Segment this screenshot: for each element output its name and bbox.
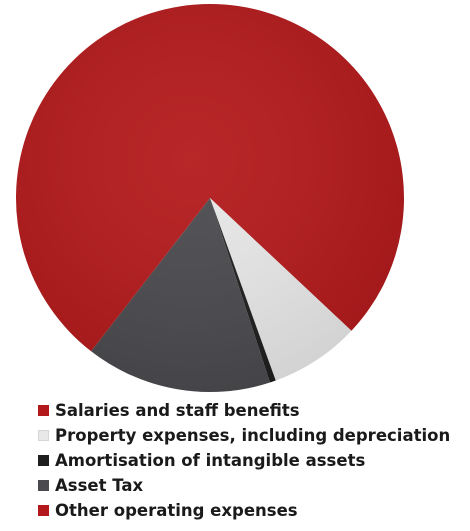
legend-label: Amortisation of intangible assets [55,451,366,470]
legend-item-asset-tax: Asset Tax [38,473,450,498]
legend-label: Other operating expenses [55,501,298,520]
legend-swatch [38,455,49,466]
legend-label: Property expenses, including depreciatio… [55,426,451,445]
pie-slices [16,4,404,392]
legend-swatch [38,480,49,491]
legend-swatch [38,405,49,416]
legend: Salaries and staff benefits Property exp… [38,398,450,523]
legend-swatch [38,505,49,516]
legend-item-amortisation: Amortisation of intangible assets [38,448,450,473]
legend-item-property: Property expenses, including depreciatio… [38,423,450,448]
legend-label: Asset Tax [55,476,144,495]
legend-item-salaries: Salaries and staff benefits [38,398,450,423]
legend-label: Salaries and staff benefits [55,401,300,420]
pie-chart [16,4,404,392]
legend-swatch [38,430,49,441]
legend-item-other: Other operating expenses [38,498,450,523]
